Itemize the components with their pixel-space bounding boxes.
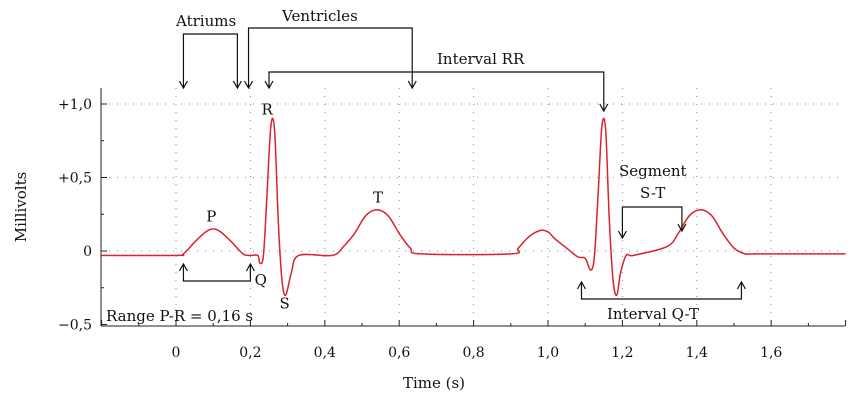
ventricles-arrow-right (407, 80, 417, 90)
range-pr-arrow-right (245, 262, 255, 272)
atriums-arrow-right (232, 80, 242, 90)
atriums-arrow-left (178, 80, 188, 90)
ventricles-arrow-left (244, 80, 254, 90)
segment-st-arrow-left (617, 230, 627, 240)
y-axis-label: Millivolts (12, 172, 30, 243)
segment-label: Segment (619, 162, 687, 180)
atriums-label: Atriums (175, 12, 236, 30)
interval-qt-arrow-left (576, 280, 587, 290)
axis-ticks (101, 103, 847, 326)
interval-rr-arrow-right (599, 103, 609, 113)
wave-labels: P R QS T (206, 100, 383, 312)
ventricles-bracket (247, 27, 413, 88)
wave-label-r: R (261, 100, 273, 118)
y-tick-labels: +1,0 +0,5 0 −0,5 (58, 97, 92, 334)
interval-rr-bracket (268, 71, 605, 111)
interval-qt-arrow-right (736, 280, 746, 290)
segment-st-bracket (621, 206, 683, 238)
range-pr-label: Range P-R = 0,16 s (106, 307, 253, 325)
x-tick-label: 1,2 (611, 345, 633, 361)
range-pr-bracket (182, 264, 251, 282)
x-tick-label: 0,8 (462, 345, 484, 361)
wave-label-s: S (279, 294, 289, 312)
x-tick-label: 1,4 (686, 345, 708, 361)
x-tick-labels: 0 0,2 0,4 0,6 0,8 1,0 1,2 1,4 1,6 (172, 345, 783, 361)
x-tick-label: 0 (172, 345, 181, 361)
segment-st-label: S-T (640, 184, 665, 202)
x-tick-label: 0,2 (239, 345, 261, 361)
x-tick-label: 0,6 (388, 345, 410, 361)
x-tick-label: 1,6 (760, 345, 782, 361)
x-axis-label: Time (s) (403, 374, 465, 392)
atriums-bracket (182, 33, 238, 88)
y-tick-label: 0 (83, 244, 92, 260)
x-tick-label: 1,0 (537, 345, 559, 361)
segment-st-arrow-right (677, 223, 687, 233)
range-pr-arrow-left (178, 262, 188, 272)
wave-label-p: P (206, 208, 216, 226)
x-tick-label: 0,4 (314, 345, 336, 361)
ecg-series-line (101, 117, 846, 297)
interval-qt-label: Interval Q-T (607, 305, 699, 323)
wave-label-q: Q (255, 271, 267, 289)
y-tick-label: +0,5 (58, 171, 92, 187)
y-tick-label: +1,0 (58, 97, 92, 113)
interval-rr-arrow-left (264, 80, 274, 90)
annotation-brackets (178, 27, 746, 300)
interval-rr-label: Interval RR (437, 50, 525, 68)
wave-label-t: T (373, 188, 383, 206)
interval-qt-bracket (580, 282, 743, 300)
ventricles-label: Ventricles (281, 7, 358, 25)
y-tick-label: −0,5 (58, 318, 92, 334)
